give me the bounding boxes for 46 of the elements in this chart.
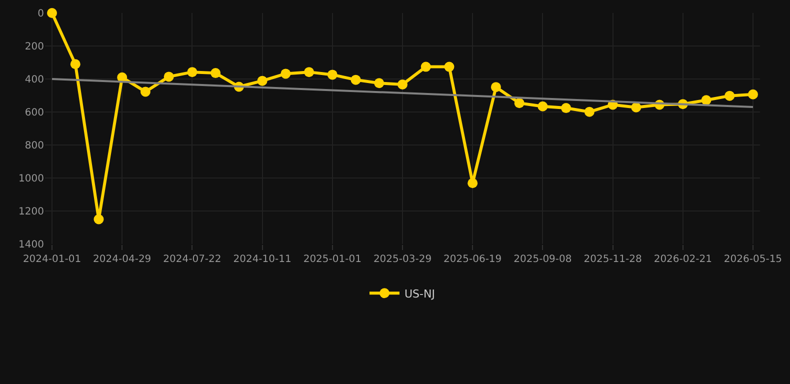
point [47,8,58,18]
point [210,68,221,78]
x-tick-label: 2024-04-29 [93,254,152,265]
y-tick-label: 800 [24,140,44,152]
point [584,106,594,117]
x-tick-label: 2025-03-29 [373,254,432,265]
y-tick-label: 1200 [18,206,44,218]
x-tick-label: 2024-10-11 [233,254,292,265]
point [701,95,712,106]
point [164,72,174,82]
x-tick-label: 2025-01-01 [303,254,362,265]
x-tick-label: 2025-06-19 [444,254,502,265]
point [748,89,758,100]
y-tick-label: 0 [38,8,44,20]
x-tick-label: 2026-05-15 [724,254,782,265]
point [444,62,454,72]
point [420,62,431,72]
x-tick-label: 2025-11-28 [584,254,642,265]
point [70,59,80,70]
x-tick-label: 2024-01-01 [22,254,82,265]
point [187,67,198,78]
legend-label: US-NJ [404,287,435,300]
point [490,82,501,92]
point [538,101,548,112]
y-tick-label: 600 [24,108,44,118]
point [514,98,524,108]
point [94,214,104,224]
x-tick-label: 2024-07-22 [163,254,222,265]
point [257,76,268,86]
point [304,67,314,78]
x-tick-label: 2025-09-08 [514,254,572,265]
point [724,90,735,101]
point [327,70,338,80]
point [398,79,408,90]
point [280,68,291,79]
y-tick-label: 1400 [18,240,44,250]
point [140,86,150,97]
point [561,103,572,114]
x-tick-label: 2026-02-21 [654,254,712,265]
y-tick-label: 200 [24,42,44,52]
point [374,78,384,88]
y-tick-label: 1000 [18,174,44,184]
point [631,102,642,112]
point [468,178,478,188]
point [350,74,361,85]
y-tick-label: 400 [24,74,44,86]
